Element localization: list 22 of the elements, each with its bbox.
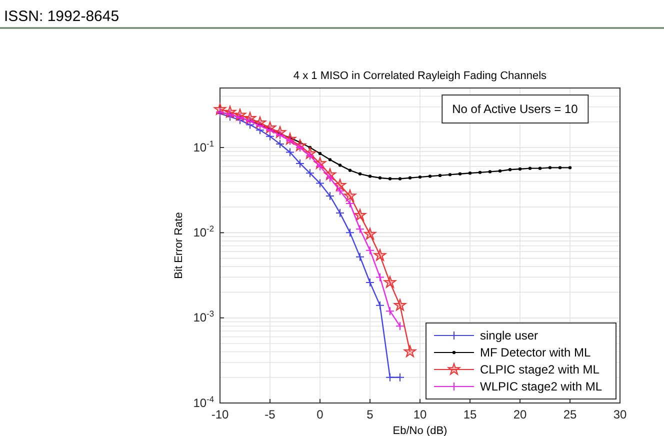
x-tick-label: 0 — [316, 408, 324, 422]
x-tick-label: 15 — [463, 408, 477, 422]
text: ISSN: 1992-8645 — [4, 8, 120, 25]
x-tick-label: 25 — [563, 408, 577, 422]
y-tick-label: 10$^{-2}$ — [193, 224, 214, 240]
x-tick-label: 30 — [613, 408, 627, 422]
x-tick-label: 10 — [413, 408, 427, 422]
x-tick-label: 20 — [513, 408, 527, 422]
x-tick-label: 5 — [366, 408, 374, 422]
y-tick-label: 10$^{-3}$ — [193, 308, 214, 325]
legend-label: CLPIC stage2 with ML — [480, 362, 600, 376]
legend-label: MF Detector with ML — [480, 346, 592, 360]
chart-title: 4 x 1 MISO in Correlated Rayleigh Fading Channels — [293, 70, 548, 82]
x-axis-title: Eb/No (dB) — [392, 425, 448, 436]
legend-label: WLPIC stage2 with ML — [480, 380, 602, 394]
annotation: No of Active Users = 10 — [452, 102, 578, 116]
x-tick-label: -5 — [264, 408, 276, 422]
x-tick-label: -10 — [211, 408, 229, 422]
y-tick-label: 10$^{-1}$ — [193, 138, 214, 154]
y-axis-title: Bit Error Rate — [173, 212, 185, 279]
y-tick-label: 10$^{-4}$ — [193, 394, 214, 410]
legend-label: single user — [480, 328, 538, 342]
